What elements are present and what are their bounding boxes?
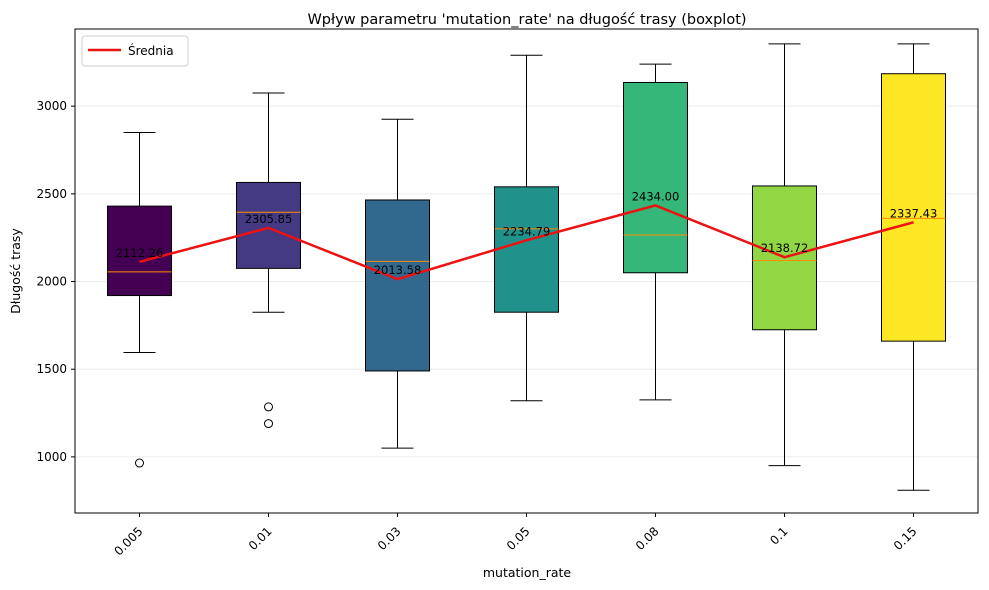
y-axis: 1000 1500 2000 2500 3000 (36, 99, 75, 464)
mean-label-0.01: 2305.85 (245, 212, 293, 226)
outlier-0.01-0 (264, 402, 273, 412)
legend: Średnia (81, 35, 189, 67)
mean-series (139, 204, 914, 281)
box-0.03 (365, 199, 430, 372)
x-tick-label-0.01: 0.01 (246, 524, 275, 553)
y-tick-label-1000: 1000 (36, 450, 67, 464)
mean-label-0.1: 2138.72 (761, 241, 809, 255)
x-tick-label-0.15: 0.15 (891, 524, 920, 553)
mean-label-0.03: 2013.58 (374, 263, 422, 277)
mean-label-0.08: 2434.00 (632, 189, 680, 203)
y-axis-label: Długość trasy (8, 228, 23, 314)
mean-label-0.15: 2337.43 (890, 206, 938, 220)
box-0.08 (623, 81, 688, 274)
y-tick-label-1500: 1500 (36, 362, 67, 376)
y-tick-label-2000: 2000 (36, 275, 67, 289)
x-tick-label-0.05: 0.05 (504, 524, 533, 553)
legend-box (81, 35, 189, 67)
x-axis: 0.005 0.01 0.03 0.05 0.08 0.1 0.15 (111, 513, 920, 558)
box-0.01 (236, 181, 301, 269)
y-tick-label-3000: 3000 (36, 99, 67, 113)
y-tick-label-2500: 2500 (36, 187, 67, 201)
mean-label-0.05: 2234.79 (503, 224, 551, 238)
x-tick-label-0.1: 0.1 (767, 524, 790, 547)
box-0.1 (752, 185, 817, 331)
chart-title: Wpływ parametru 'mutation_rate' na długo… (307, 12, 746, 28)
legend-label-mean: Średnia (128, 43, 174, 58)
data-labels: 2112.26 2305.85 2013.58 2234.79 2434.00 2138.… (116, 189, 938, 277)
box-0.005 (107, 205, 172, 297)
mean-line (139, 204, 914, 281)
boxes-group (107, 43, 946, 491)
x-tick-label-0.03: 0.03 (375, 524, 404, 553)
outlier-0.005-0 (135, 458, 144, 468)
x-tick-label-0.005: 0.005 (111, 524, 145, 558)
outlier-0.01-1 (264, 419, 273, 429)
box-0.05 (494, 186, 559, 313)
x-tick-label-0.08: 0.08 (633, 524, 662, 553)
mean-label-0.005: 2112.26 (116, 246, 164, 260)
box-0.15 (881, 73, 946, 342)
x-axis-label: mutation_rate (483, 565, 572, 580)
